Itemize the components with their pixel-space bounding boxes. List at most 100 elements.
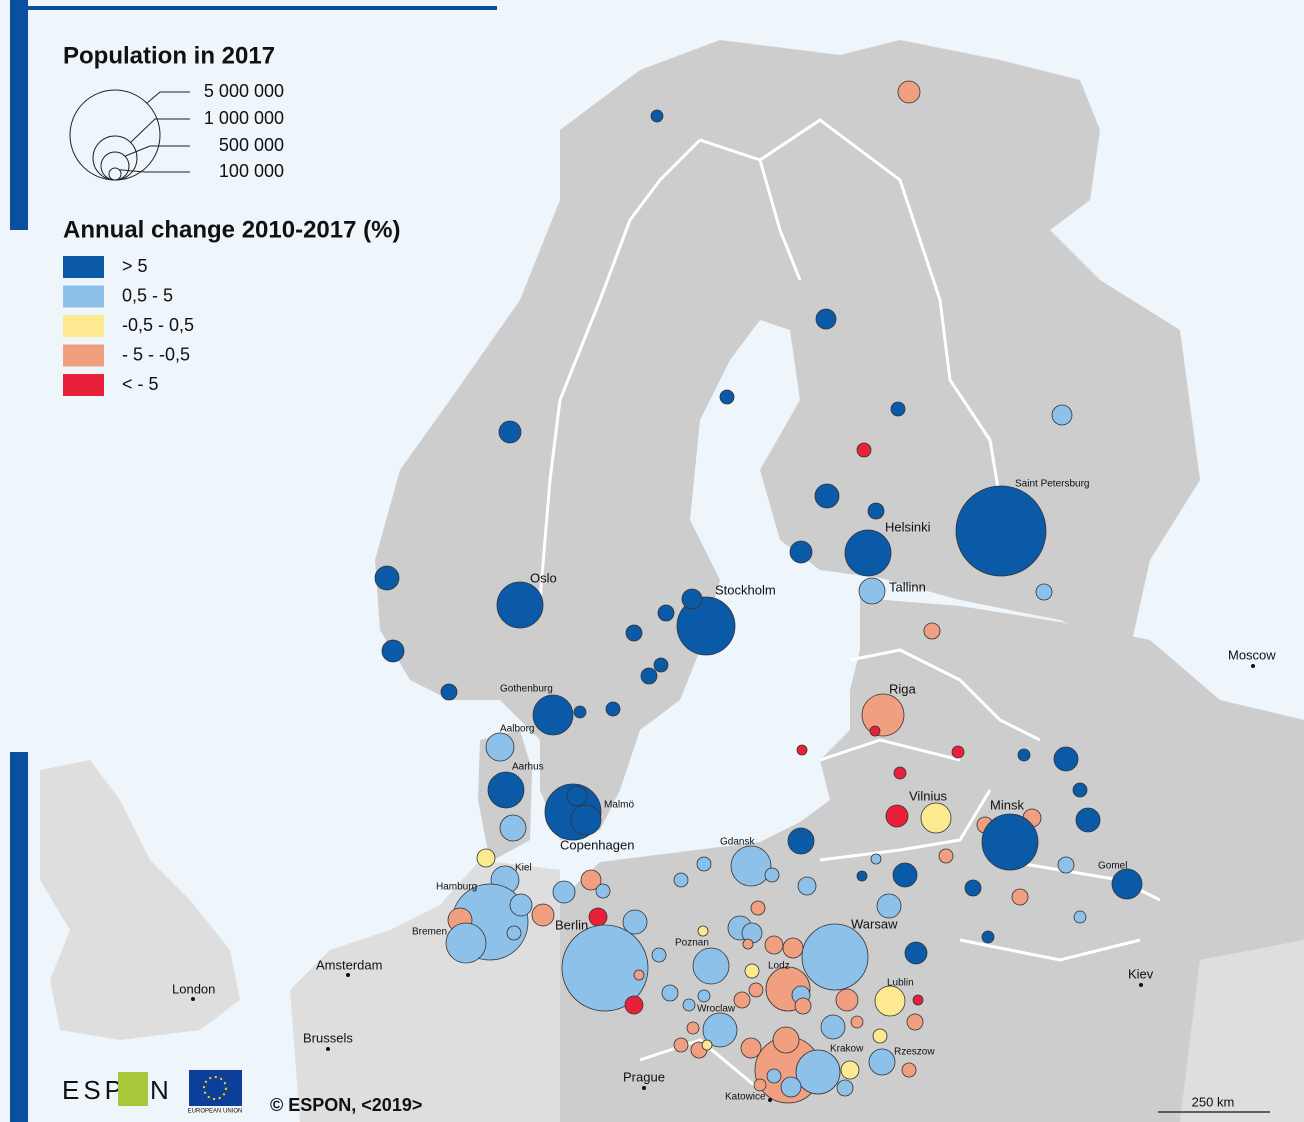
city-dot — [1251, 664, 1255, 668]
copyright: © ESPON, <2019> — [270, 1095, 422, 1115]
city-circle — [445, 922, 487, 964]
city-circle — [820, 1014, 846, 1040]
city-circle — [625, 624, 643, 642]
legend-label: 0,5 - 5 — [122, 285, 173, 305]
eu-flag — [189, 1070, 242, 1106]
city-circle — [904, 941, 928, 965]
city-label: Amsterdam — [316, 957, 382, 972]
city-circle — [850, 1015, 864, 1029]
city-circle — [897, 80, 921, 104]
legend-label: - 5 - -0,5 — [122, 344, 190, 364]
city-label: Brussels — [303, 1030, 353, 1045]
city-circle — [640, 667, 658, 685]
city-circle — [485, 732, 515, 762]
city-circle — [496, 581, 544, 629]
legend-swatch — [63, 256, 104, 278]
legend-label: -0,5 - 0,5 — [122, 315, 194, 335]
city-label: Malmö — [604, 800, 634, 811]
city-circle — [748, 982, 764, 998]
city-dot — [346, 973, 350, 977]
city-circle — [906, 1013, 924, 1031]
city-circle — [653, 657, 669, 673]
city-circle — [673, 872, 689, 888]
city-circle — [797, 876, 817, 896]
city-circle — [801, 923, 869, 991]
city-label: Moscow — [1228, 647, 1276, 662]
city-circle — [868, 1048, 896, 1076]
city-circle — [552, 880, 576, 904]
city-circle — [920, 802, 952, 834]
legend-swatch — [63, 285, 104, 308]
size-circle — [108, 167, 122, 181]
city-circle — [561, 924, 649, 1012]
logo: N — [150, 1075, 169, 1105]
city-circle — [795, 1049, 841, 1095]
leader-line — [146, 91, 190, 104]
city-dot — [1139, 983, 1143, 987]
city-circle — [867, 502, 885, 520]
city-label: Berlin — [555, 917, 588, 932]
city-circle — [856, 870, 868, 882]
city-circle — [861, 693, 905, 737]
city-circle — [605, 701, 621, 717]
leader-line — [124, 145, 190, 157]
city-label: Vilnius — [909, 788, 948, 803]
city-circle — [892, 862, 918, 888]
city-circle — [870, 853, 882, 865]
city-circle — [531, 903, 555, 927]
city-circle — [955, 485, 1047, 577]
city-label: London — [172, 981, 215, 996]
city-label: Riga — [889, 681, 917, 696]
city-circle — [702, 1012, 738, 1048]
legend-title: Population in 2017 — [63, 42, 275, 69]
leader-line — [119, 169, 190, 173]
city-circle — [814, 483, 840, 509]
city-circle — [701, 1039, 713, 1051]
city-circle — [573, 705, 587, 719]
city-circle — [836, 1079, 854, 1097]
city-circle — [912, 994, 924, 1006]
land-north — [375, 40, 1200, 840]
city-label: Stockholm — [715, 582, 776, 597]
city-circle — [872, 1028, 888, 1044]
leader-line — [130, 118, 190, 143]
city-circle — [730, 845, 772, 887]
city-circle — [682, 998, 696, 1012]
city-circle — [673, 1037, 689, 1053]
city-label: Copenhagen — [560, 837, 634, 852]
city-circle — [744, 963, 760, 979]
city-circle — [981, 930, 995, 944]
city-label: Prague — [623, 1069, 665, 1084]
city-circle — [750, 900, 766, 916]
city-circle — [650, 109, 664, 123]
city-label: Tallinn — [889, 579, 926, 594]
city-label: Lodz — [768, 961, 790, 972]
city-circle — [753, 1078, 767, 1092]
city-circle — [697, 989, 711, 1003]
city-circle — [764, 935, 784, 955]
city-circle — [1051, 404, 1073, 426]
city-circle — [780, 1076, 802, 1098]
city-circle — [1011, 888, 1029, 906]
city-circle — [595, 883, 611, 899]
city-circle — [622, 909, 648, 935]
city-circle — [498, 420, 522, 444]
city-circle — [499, 814, 527, 842]
legend-swatch — [63, 344, 104, 367]
city-circle — [782, 937, 804, 959]
city-circle — [869, 725, 881, 737]
city-dot — [642, 1086, 646, 1090]
eu-stars — [203, 1076, 227, 1100]
city-circle — [532, 694, 574, 736]
legend-label: > 5 — [122, 256, 148, 276]
city-circle — [1057, 856, 1075, 874]
city-label: Kiev — [1128, 966, 1154, 981]
city-dot — [768, 1098, 772, 1102]
city-circle — [570, 804, 602, 836]
size-label: 500 000 — [219, 135, 284, 155]
city-circle — [951, 745, 965, 759]
city-circle — [844, 529, 892, 577]
city-circle — [1073, 910, 1087, 924]
city-circle — [661, 984, 679, 1002]
city-circle — [815, 308, 837, 330]
